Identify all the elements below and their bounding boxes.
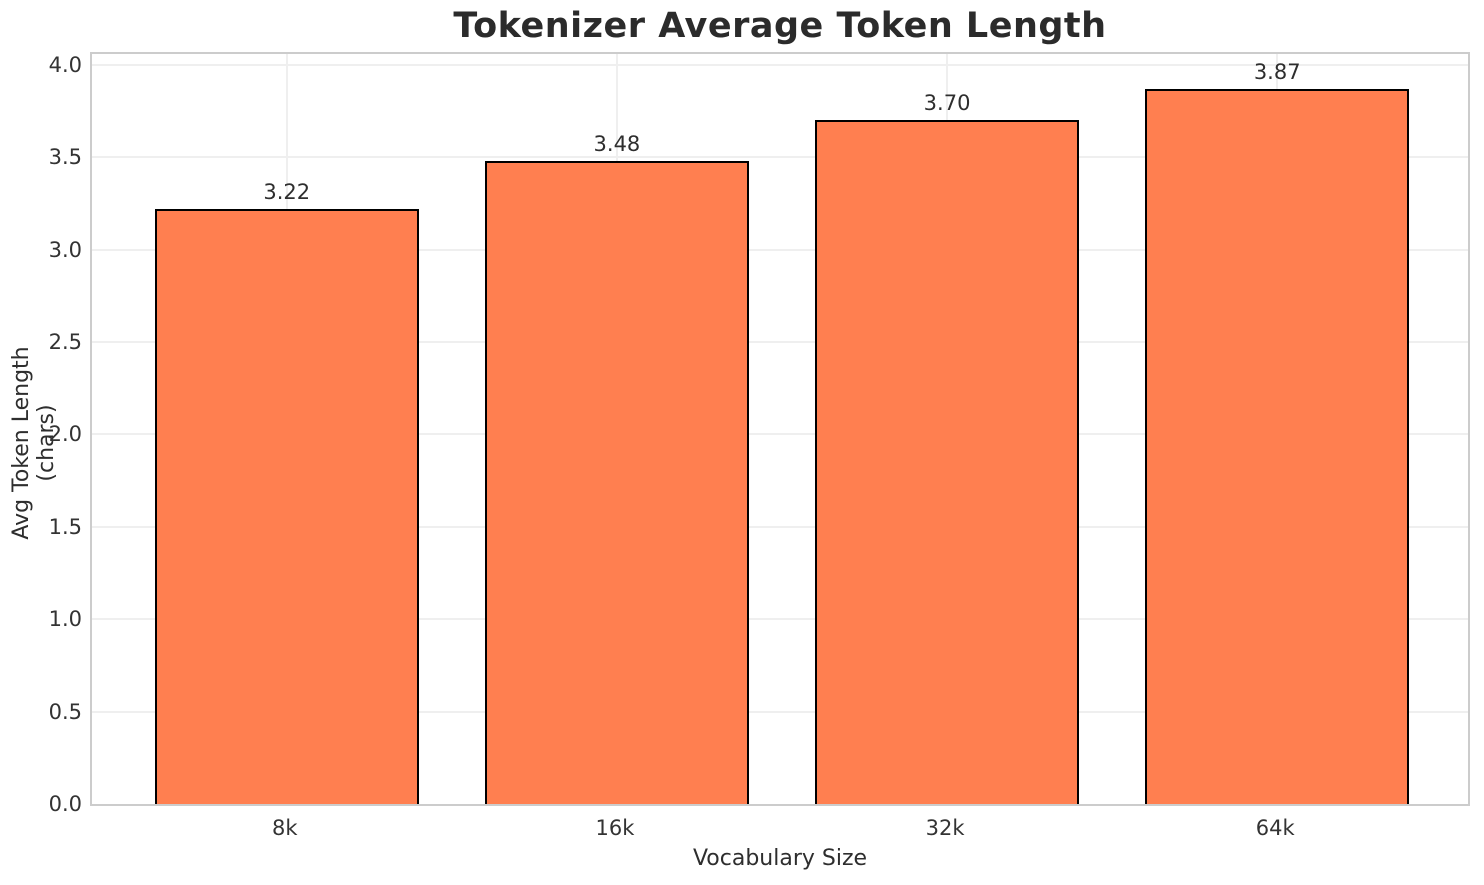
gridline-horizontal [92, 156, 1468, 159]
chart-title: Tokenizer Average Token Length [453, 6, 1107, 46]
gridline-horizontal [92, 525, 1468, 528]
gridline-horizontal [92, 341, 1468, 343]
y-tick-label: 0.0 [48, 792, 82, 816]
x-axis-label: Vocabulary Size [692, 846, 868, 871]
bar-value-label: 3.22 [263, 179, 311, 204]
x-tick-label: 8k [272, 816, 298, 840]
y-tick-label: 2.5 [48, 329, 82, 354]
y-tick-label: 2.0 [48, 422, 82, 447]
y-tick-label: 1.0 [48, 607, 82, 632]
bar-16k [484, 160, 749, 804]
y-tick-label: 4.0 [48, 52, 82, 77]
y-tick-label: 1.5 [48, 514, 82, 539]
bar-64k [1145, 88, 1410, 804]
bar-value-label: 3.70 [923, 91, 971, 116]
gridline-horizontal [92, 710, 1468, 713]
bar-value-label: 3.48 [593, 131, 641, 156]
x-tick-label: 64k [1255, 816, 1295, 840]
plot-area: 3.22 3.48 3.70 3.87 [90, 52, 1470, 806]
x-tick-label: 32k [925, 816, 965, 840]
gridline-horizontal [92, 63, 1468, 66]
bar-value-label: 3.87 [1253, 59, 1301, 84]
gridline-horizontal [92, 433, 1468, 436]
bar-32k [815, 120, 1080, 804]
gridline-horizontal [92, 248, 1468, 251]
y-tick-label: 3.5 [48, 145, 82, 170]
y-tick-label: 0.5 [48, 699, 82, 724]
y-tick-label: 3.0 [48, 237, 82, 262]
x-tick-label: 16k [595, 816, 635, 840]
gridline-horizontal [92, 618, 1468, 621]
bar-8k [154, 208, 419, 804]
